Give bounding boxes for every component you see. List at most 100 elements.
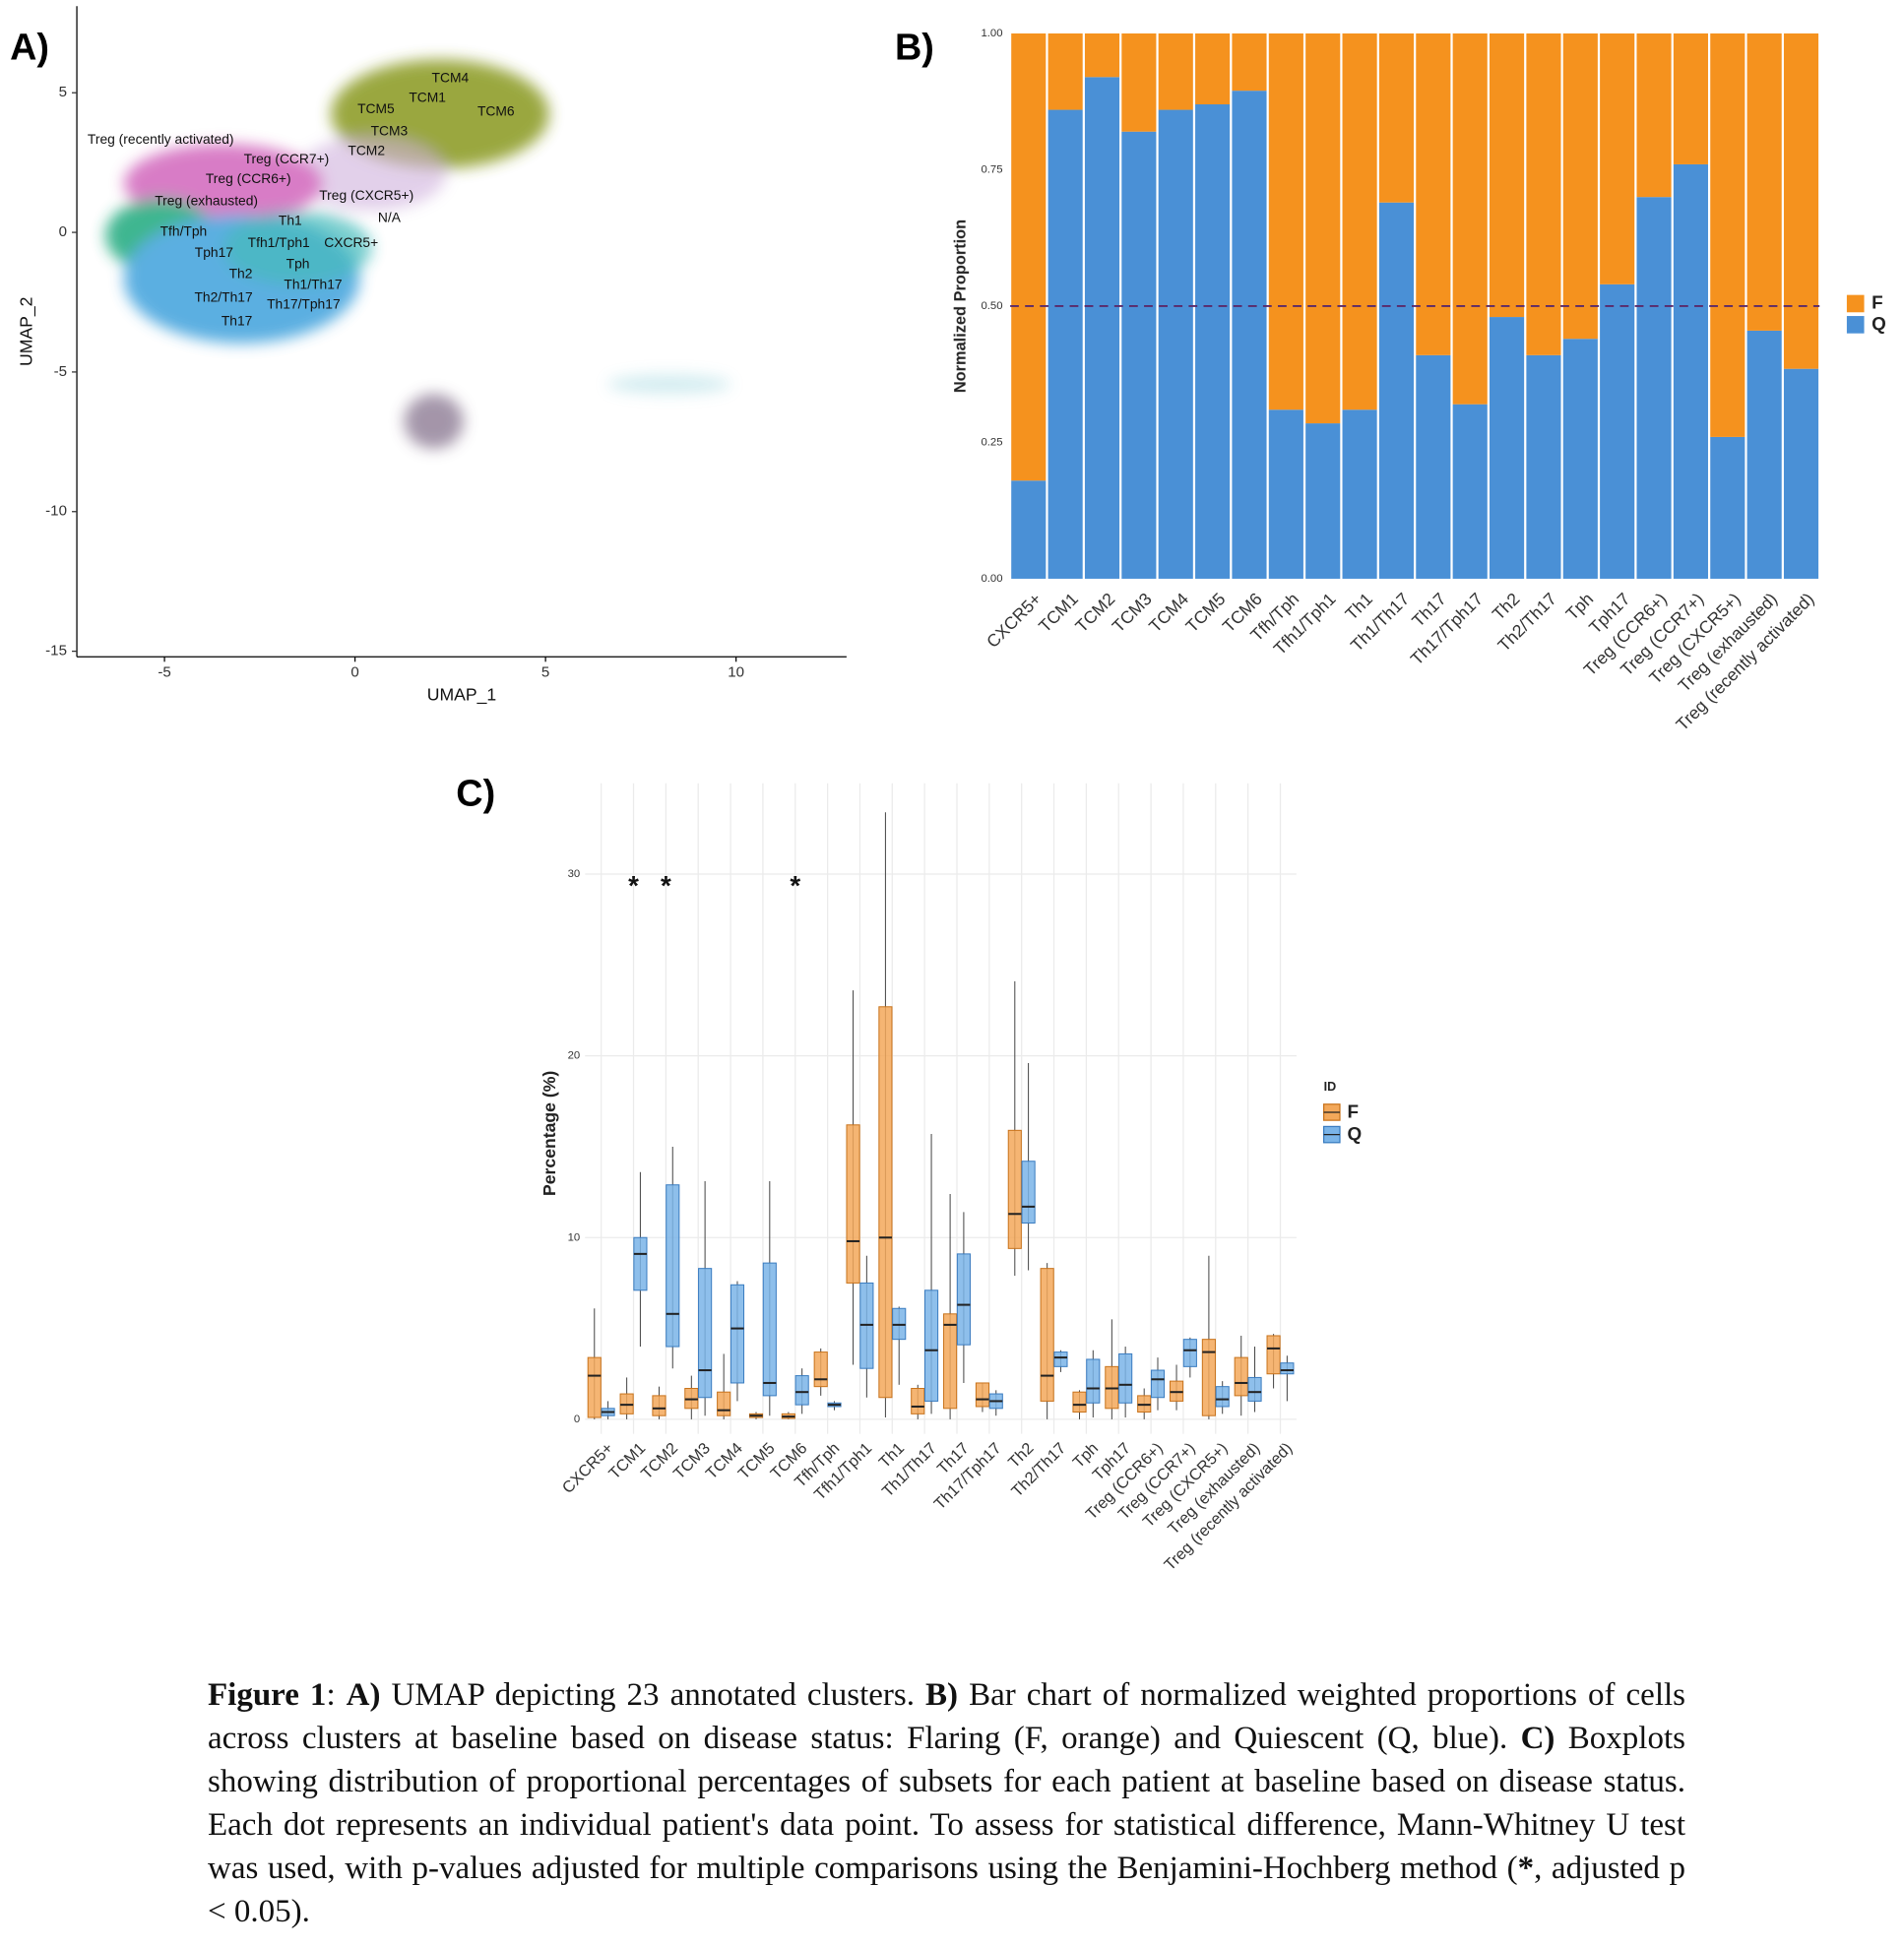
legend-label: F (1872, 292, 1883, 313)
bar-segment (1084, 32, 1120, 78)
bar-segment (1342, 409, 1377, 579)
y-tick-label: 0 (574, 1414, 580, 1425)
y-tick-label: -5 (54, 363, 67, 380)
box-body (1266, 1335, 1281, 1375)
box-body (1072, 1391, 1087, 1414)
y-axis-label: UMAP_2 (17, 297, 37, 366)
bar-segment (1746, 330, 1782, 579)
y-tick-label: 1.00 (981, 28, 1002, 39)
x-tick-label: 10 (728, 663, 744, 680)
bar-segment (1047, 32, 1083, 110)
cluster-label: Treg (CXCR5+) (319, 187, 413, 203)
cluster-label: TCM4 (432, 70, 470, 86)
legend-swatch (1846, 294, 1865, 313)
bar-segment (1490, 32, 1525, 318)
bar-segment (1378, 32, 1415, 203)
cluster-label: Treg (recently activated) (88, 131, 234, 147)
bar-segment (1195, 32, 1231, 105)
bar-segment (1378, 202, 1415, 579)
cluster-label: Tph (286, 255, 310, 271)
significance-mark: * (790, 870, 800, 901)
box-body (943, 1313, 958, 1410)
cluster-label: TCM6 (477, 103, 515, 119)
x-tick-label: TCM1 (1035, 589, 1082, 636)
panel-label: A) (10, 27, 49, 68)
x-tick-label: TCM5 (1181, 589, 1229, 636)
bar-segment (1416, 32, 1451, 355)
significance-mark: * (628, 870, 639, 901)
y-tick-label: 10 (568, 1231, 581, 1243)
box-body (762, 1262, 777, 1397)
cluster-label: TCM2 (348, 142, 385, 157)
y-tick-label: -15 (45, 643, 67, 660)
bar-segment (1416, 354, 1451, 579)
point-cloud (222, 211, 372, 285)
box-body (1182, 1339, 1197, 1367)
box-body (975, 1382, 990, 1408)
bar-segment (1158, 32, 1193, 110)
y-tick-label: 0.50 (981, 300, 1002, 312)
caption-text: UMAP depicting 23 annotated clusters. (380, 1677, 926, 1713)
x-tick-label: TCM4 (1145, 589, 1192, 636)
bar-segment (1600, 32, 1635, 284)
bar-segment (1746, 32, 1782, 331)
x-tick-label: TCM3 (1109, 589, 1156, 636)
y-axis-label: Normalized Proportion (952, 220, 970, 393)
caption-text: : (326, 1677, 347, 1713)
cluster-label: Th1 (279, 212, 302, 227)
cluster-label: TCM3 (371, 123, 409, 139)
box-body (587, 1356, 602, 1418)
bar-segment (1195, 104, 1231, 579)
bar-segment (1673, 163, 1708, 579)
box-body (911, 1388, 925, 1414)
caption-text: Bar chart of normalized weighted proport… (208, 1677, 1686, 1756)
bar-segment (1562, 339, 1598, 579)
x-tick-label: TCM2 (1071, 589, 1118, 636)
bar-segment (1342, 32, 1377, 410)
cluster-label: CXCR5+ (324, 234, 378, 250)
bar-segment (1673, 32, 1708, 164)
caption-text: * (1517, 1851, 1535, 1886)
cluster-label: N/A (378, 210, 402, 225)
significance-mark: * (661, 870, 671, 901)
bar-segment (1121, 32, 1157, 132)
bar-segment (1268, 409, 1303, 579)
bar-segment (1783, 32, 1819, 369)
cluster-label: Tfh1/Tph1 (248, 234, 310, 250)
bar-segment (1047, 109, 1083, 579)
bar-segment (1158, 109, 1193, 579)
panel-label: B) (895, 27, 934, 68)
bar-segment (1452, 32, 1488, 405)
bar-segment (1268, 32, 1303, 410)
bar-segment (1636, 197, 1672, 579)
bar-segment (1526, 354, 1561, 579)
caption-text: Boxplots showing distribution of proport… (208, 1721, 1685, 1886)
y-tick-label: 0.00 (981, 573, 1002, 585)
box-body (633, 1236, 648, 1291)
box-body (846, 1124, 860, 1284)
y-tick-label: 0 (59, 223, 67, 240)
box-body (794, 1375, 809, 1406)
box-body (1280, 1362, 1295, 1375)
legend-title: ID (1324, 1080, 1337, 1094)
box-body (923, 1289, 939, 1402)
cluster-label: Tfh/Tph (160, 223, 208, 239)
bar-segment (1710, 32, 1745, 437)
cluster-label: Treg (exhausted) (155, 193, 258, 209)
y-tick-label: 0.75 (981, 163, 1002, 175)
bar-segment (1710, 436, 1745, 579)
caption-text: C) (1520, 1721, 1555, 1756)
box-body (1086, 1358, 1101, 1404)
caption-text: Figure 1 (208, 1677, 327, 1713)
box-body (1053, 1351, 1068, 1367)
figure-content: A)-5 0 5 10-15-10-505UMAP_1UMAP_2TCM4TCM1TC… (10, 6, 1886, 1574)
bar-segment (1636, 32, 1672, 198)
box-body (1118, 1352, 1133, 1404)
box-body (1234, 1356, 1248, 1397)
legend-label: Q (1872, 314, 1886, 335)
y-tick-label: 5 (59, 84, 67, 100)
cluster-label: Treg (CCR7+) (244, 151, 330, 166)
bar-segment (1783, 368, 1819, 579)
box-body (956, 1253, 971, 1346)
bar-segment (1232, 32, 1267, 92)
